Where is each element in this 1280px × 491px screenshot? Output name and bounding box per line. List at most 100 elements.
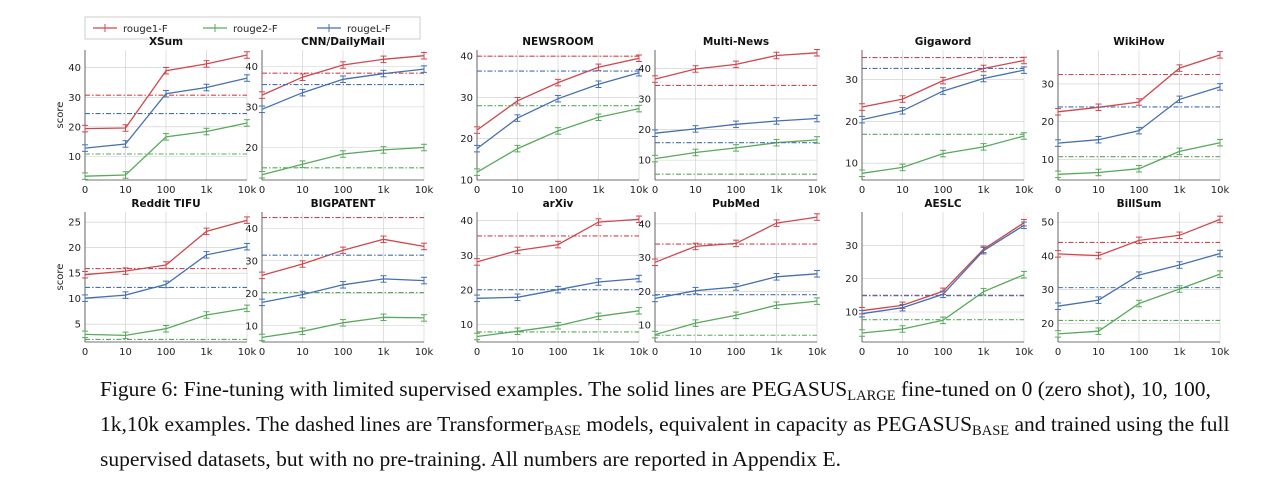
data-point-rouge2 — [652, 154, 658, 163]
chart-title: Multi-News — [703, 36, 769, 48]
x-tick-label: 100 — [933, 185, 952, 196]
y-tick-label: 15 — [68, 269, 81, 280]
data-point-rougeL — [380, 69, 387, 78]
data-point-rouge1 — [203, 60, 210, 68]
data-point-rouge2 — [773, 138, 780, 147]
y-tick-label: 40 — [245, 224, 258, 235]
x-tick-label: 1k — [377, 185, 389, 196]
data-point-rouge2 — [514, 144, 521, 153]
data-point-rouge1 — [340, 246, 346, 255]
y-tick-label: 10 — [845, 159, 858, 170]
data-point-rouge1 — [163, 66, 169, 75]
data-point-rougeL — [380, 275, 387, 283]
data-point-rouge1 — [1136, 98, 1142, 106]
y-tick-label: 10 — [68, 152, 81, 163]
x-tick-label: 1k — [1173, 185, 1185, 196]
x-tick-label: 100 — [1129, 185, 1148, 196]
data-point-rouge2 — [380, 146, 387, 154]
data-point-rouge2 — [1176, 147, 1183, 156]
data-point-rougeL — [733, 283, 739, 291]
data-point-rougeL — [692, 286, 699, 295]
data-point-rougeL — [299, 88, 306, 97]
y-tick-label: 30 — [845, 75, 858, 86]
x-tick-label: 10k — [1211, 347, 1230, 358]
data-point-rouge1 — [299, 73, 306, 81]
data-point-rougeL — [859, 309, 865, 318]
x-tick-label: 1k — [770, 185, 782, 196]
data-point-rouge1 — [859, 103, 865, 111]
y-tick-label: 40 — [245, 62, 258, 73]
data-point-rouge2 — [474, 332, 480, 341]
data-point-rouge1 — [595, 218, 602, 226]
data-point-rouge2 — [340, 150, 346, 158]
chart-panel-9: PubMed 10 20 30 40 0 10 100 1k 10k — [638, 198, 826, 358]
data-point-rougeL — [474, 294, 480, 303]
chart-panel-4: Gigaword 10 20 30 0 10 100 1k 10k — [845, 36, 1033, 196]
x-tick-label: 10k — [1015, 347, 1034, 358]
data-point-rouge2 — [940, 149, 946, 158]
data-point-rouge2 — [1217, 138, 1223, 147]
data-point-rouge2 — [163, 324, 169, 333]
data-point-rouge2 — [652, 330, 658, 339]
data-point-rouge1 — [1095, 103, 1102, 112]
x-tick-label: 10 — [511, 185, 524, 196]
y-tick-label: 30 — [245, 256, 258, 267]
data-point-rougeL — [122, 291, 129, 299]
data-point-rouge2 — [244, 304, 250, 313]
figure-caption: Figure 6: Fine-tuning with limited super… — [100, 375, 1265, 473]
data-point-rougeL — [1095, 296, 1102, 304]
data-point-rouge1 — [122, 267, 129, 275]
chart-title: Reddit TIFU — [131, 198, 200, 210]
data-point-rouge2 — [1055, 170, 1061, 179]
data-point-rougeL — [1176, 95, 1183, 104]
x-tick-label: 10k — [1211, 185, 1230, 196]
chart-title: NEWSROOM — [522, 36, 594, 48]
legend-entry-rougeL: rougeL-F — [317, 24, 391, 35]
caption-subscript-large: LARGE — [847, 388, 896, 404]
y-tick-label: 20 — [845, 274, 858, 285]
y-tick-label: 30 — [845, 241, 858, 252]
data-point-rouge2 — [122, 171, 129, 179]
data-point-rouge1 — [1217, 51, 1223, 59]
data-point-rouge1 — [652, 75, 658, 83]
x-tick-label: 0 — [859, 185, 865, 196]
data-point-rougeL — [259, 298, 265, 307]
data-point-rouge1 — [163, 261, 169, 269]
data-point-rouge1 — [733, 60, 739, 69]
data-point-rougeL — [340, 281, 346, 289]
data-point-rouge2 — [82, 330, 88, 339]
data-point-rouge2 — [595, 312, 602, 321]
data-point-rouge1 — [1021, 56, 1027, 65]
data-point-rougeL — [1095, 135, 1102, 144]
data-point-rouge2 — [299, 160, 306, 168]
x-tick-label: 10k — [1015, 185, 1034, 196]
chart-panel-6: Reddit TIFU 5 10 15 20 25 0 10 100 1k 10k score — [55, 198, 256, 358]
caption-text-4: and trained using the full supervised da… — [100, 412, 1230, 471]
x-tick-label: 100 — [156, 347, 175, 358]
data-point-rouge1 — [122, 124, 129, 132]
data-point-rougeL — [163, 89, 169, 98]
x-tick-label: 1k — [770, 347, 782, 358]
x-tick-label: 0 — [259, 347, 265, 358]
data-point-rougeL — [163, 280, 169, 289]
data-point-rougeL — [259, 105, 265, 114]
data-point-rouge2 — [555, 321, 561, 330]
x-tick-label: 1k — [592, 185, 604, 196]
data-point-rouge2 — [859, 329, 865, 337]
y-tick-label: 30 — [68, 93, 81, 104]
x-tick-label: 100 — [726, 185, 745, 196]
data-point-rouge2 — [859, 169, 865, 178]
x-tick-label: 0 — [82, 347, 88, 358]
y-tick-label: 20 — [638, 125, 651, 136]
x-tick-label: 1k — [200, 185, 212, 196]
x-tick-label: 10k — [238, 185, 257, 196]
data-point-rougeL — [555, 94, 561, 103]
y-tick-label: 40 — [460, 216, 473, 227]
data-point-rougeL — [244, 242, 250, 251]
x-tick-label: 10 — [1092, 185, 1105, 196]
y-tick-label: 10 — [1041, 155, 1054, 166]
data-point-rouge1 — [1055, 108, 1061, 116]
data-point-rougeL — [1021, 221, 1027, 230]
data-point-rouge1 — [555, 78, 561, 87]
data-point-rouge2 — [421, 143, 427, 152]
